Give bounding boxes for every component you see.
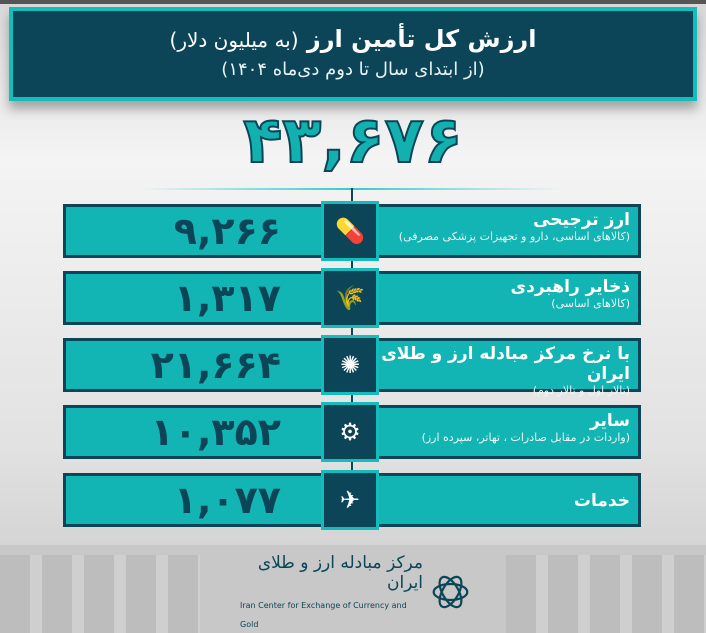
medicine-wheat-icon: 💊: [321, 201, 379, 261]
services-icon: ✈: [321, 470, 379, 530]
row-title: خدمات: [573, 491, 630, 511]
row-title: با نرخ مرکز مبادله ارز و طلای ایران: [381, 344, 630, 384]
page-subtitle: (از ابتدای سال تا دوم دی‌ماه ۱۴۰۴): [221, 59, 485, 80]
row-subtitle: (تالار اول و تالار دوم): [532, 384, 630, 397]
row-subtitle: (واردات در مقابل صادرات ، تهاتر، سپرده ا…: [421, 431, 630, 444]
divider: [140, 188, 560, 190]
row-title: ارز ترجیحی: [533, 210, 630, 230]
row-value: ۱,۰۷۷: [173, 478, 281, 522]
page-title: ارزش کل تأمین ارز (به میلیون دلار): [169, 25, 537, 53]
header-banner: ارزش کل تأمین ارز (به میلیون دلار) (از ا…: [9, 7, 697, 101]
row-subtitle: (کالاهای اساسی): [551, 297, 630, 310]
row-subtitle: (کالاهای اساسی، دارو و تجهیزات پزشکی مصر…: [398, 230, 630, 243]
exchange-center-logo-icon: [432, 575, 469, 609]
exchange-center-logo-icon: ✺: [321, 335, 379, 395]
row-exchange-center: ۲۱,۶۶۴ ✺ با نرخ مرکز مبادله ارز و طلای ا…: [63, 335, 641, 397]
row-title: ذخایر راهبردی: [510, 277, 630, 297]
row-strategic-reserves: ۱,۳۱۷ 🌾 ذخایر راهبردی (کالاهای اساسی): [63, 268, 641, 328]
decorative-pattern: [0, 555, 200, 633]
decorative-pattern: [506, 555, 706, 633]
organization-logo: مرکز مبادله ارز و طلای ایران Iran Center …: [240, 553, 470, 629]
row-other: ۱۰,۳۵۲ ⚙ سایر (واردات در مقابل صادرات ، ت…: [63, 402, 641, 462]
row-value: ۲۱,۶۶۴: [150, 343, 281, 387]
gears-box-icon: ⚙: [321, 402, 379, 462]
row-services: ۱,۰۷۷ ✈ خدمات: [63, 470, 641, 530]
row-value: ۹,۲۶۶: [173, 209, 281, 253]
total-value: ۴۳,۶۷۶: [242, 103, 463, 179]
footer: مرکز مبادله ارز و طلای ایران Iran Center …: [0, 545, 706, 633]
row-value: ۱۰,۳۵۲: [150, 410, 281, 454]
logo-text-ar: مرکز مبادله ارز و طلای ایران: [257, 553, 424, 593]
row-title: سایر: [589, 411, 630, 431]
row-preferential: ۹,۲۶۶ 💊 ارز ترجیحی (کالاهای اساسی، دارو و…: [63, 201, 641, 261]
logo-text-en: Iran Center for Exchange of Currency and…: [240, 601, 407, 629]
wheat-icon: 🌾: [321, 268, 379, 328]
top-bar: [0, 0, 706, 4]
row-value: ۱,۳۱۷: [173, 276, 281, 320]
